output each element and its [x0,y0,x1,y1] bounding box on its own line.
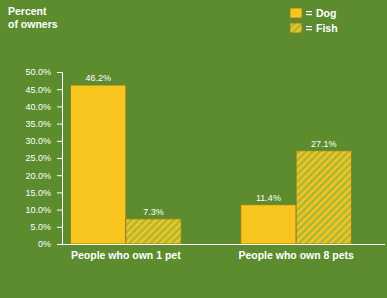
y-tick-label: 35.0% [25,119,51,129]
legend-equals [306,29,312,30]
legend-swatch [290,23,302,33]
y-tick: 10.0% [25,205,62,215]
y-axis: 0% 5.0% 10.0% 15.0% 20.0% 25.0% 30.0% 35.0% 40.0… [25,67,62,249]
y-tick-mark [57,106,62,107]
y-tick-label: 5.0% [30,222,51,232]
data-label: 46.2% [85,73,111,83]
x-tick: People who own 1 pet [71,244,181,261]
y-tick-mark [57,141,62,142]
y-tick-mark [57,244,62,245]
y-tick-mark [57,72,62,73]
data-label: 11.4% [256,193,281,203]
plot: 0% 5.0% 10.0% 15.0% 20.0% 25.0% 30.0% 35.0% 40.0… [25,67,385,261]
y-tick: 45.0% [25,85,62,95]
y-tick-mark [57,89,62,90]
bar [126,219,181,244]
y-tick-mark [57,175,62,176]
data-label: 7.3% [143,207,164,217]
bar [296,151,351,244]
y-tick-mark [57,124,62,125]
y-tick: 50.0% [25,67,62,77]
y-tick-label: 20.0% [25,171,51,181]
legend: Dog Fish [290,7,338,34]
y-tick-label: 0% [38,239,51,249]
y-tick-label: 50.0% [25,67,51,77]
x-tick-label: People who own 8 pets [238,249,354,261]
y-tick-mark [57,210,62,211]
bar [241,205,296,244]
data-label: 27.1% [311,139,337,149]
x-tick-label: People who own 1 pet [71,249,181,261]
legend-item: Dog [290,7,336,19]
legend-item: Fish [290,22,338,34]
y-tick-label: 25.0% [25,153,51,163]
y-tick-label: 15.0% [25,188,51,198]
y-tick: 30.0% [25,136,62,146]
y-tick: 15.0% [25,188,62,198]
bar [71,85,126,244]
y-tick-mark [57,227,62,228]
x-axis-line [62,244,385,245]
y-tick: 35.0% [25,119,62,129]
x-tick: People who own 8 pets [238,244,354,261]
y-tick-label: 45.0% [25,85,51,95]
y-tick: 25.0% [25,153,62,163]
y-tick-label: 30.0% [25,136,51,146]
legend-swatch [290,8,302,18]
y-tick-label: 10.0% [25,205,51,215]
legend-label: Fish [316,22,338,34]
x-axis: People who own 1 pet People who own 8 pet… [62,244,385,261]
y-tick-mark [57,192,62,193]
y-tick: 5.0% [30,222,62,232]
legend-equals [306,11,312,12]
legend-equals [306,26,312,27]
legend-equals [306,14,312,15]
bars [71,85,352,244]
y-axis-line [57,73,63,245]
y-tick-mark [57,158,62,159]
chart: 0% 5.0% 10.0% 15.0% 20.0% 25.0% 30.0% 35.0% 40.0… [0,0,387,298]
y-tick: 40.0% [25,102,62,112]
y-tick-label: 40.0% [25,102,51,112]
y-tick: 0% [38,239,62,249]
data-labels: 46.2% 11.4% 7.3% 27.1% [85,73,336,217]
y-tick: 20.0% [25,171,62,181]
legend-label: Dog [316,7,336,19]
y-axis-title: Percentof owners [8,5,58,30]
